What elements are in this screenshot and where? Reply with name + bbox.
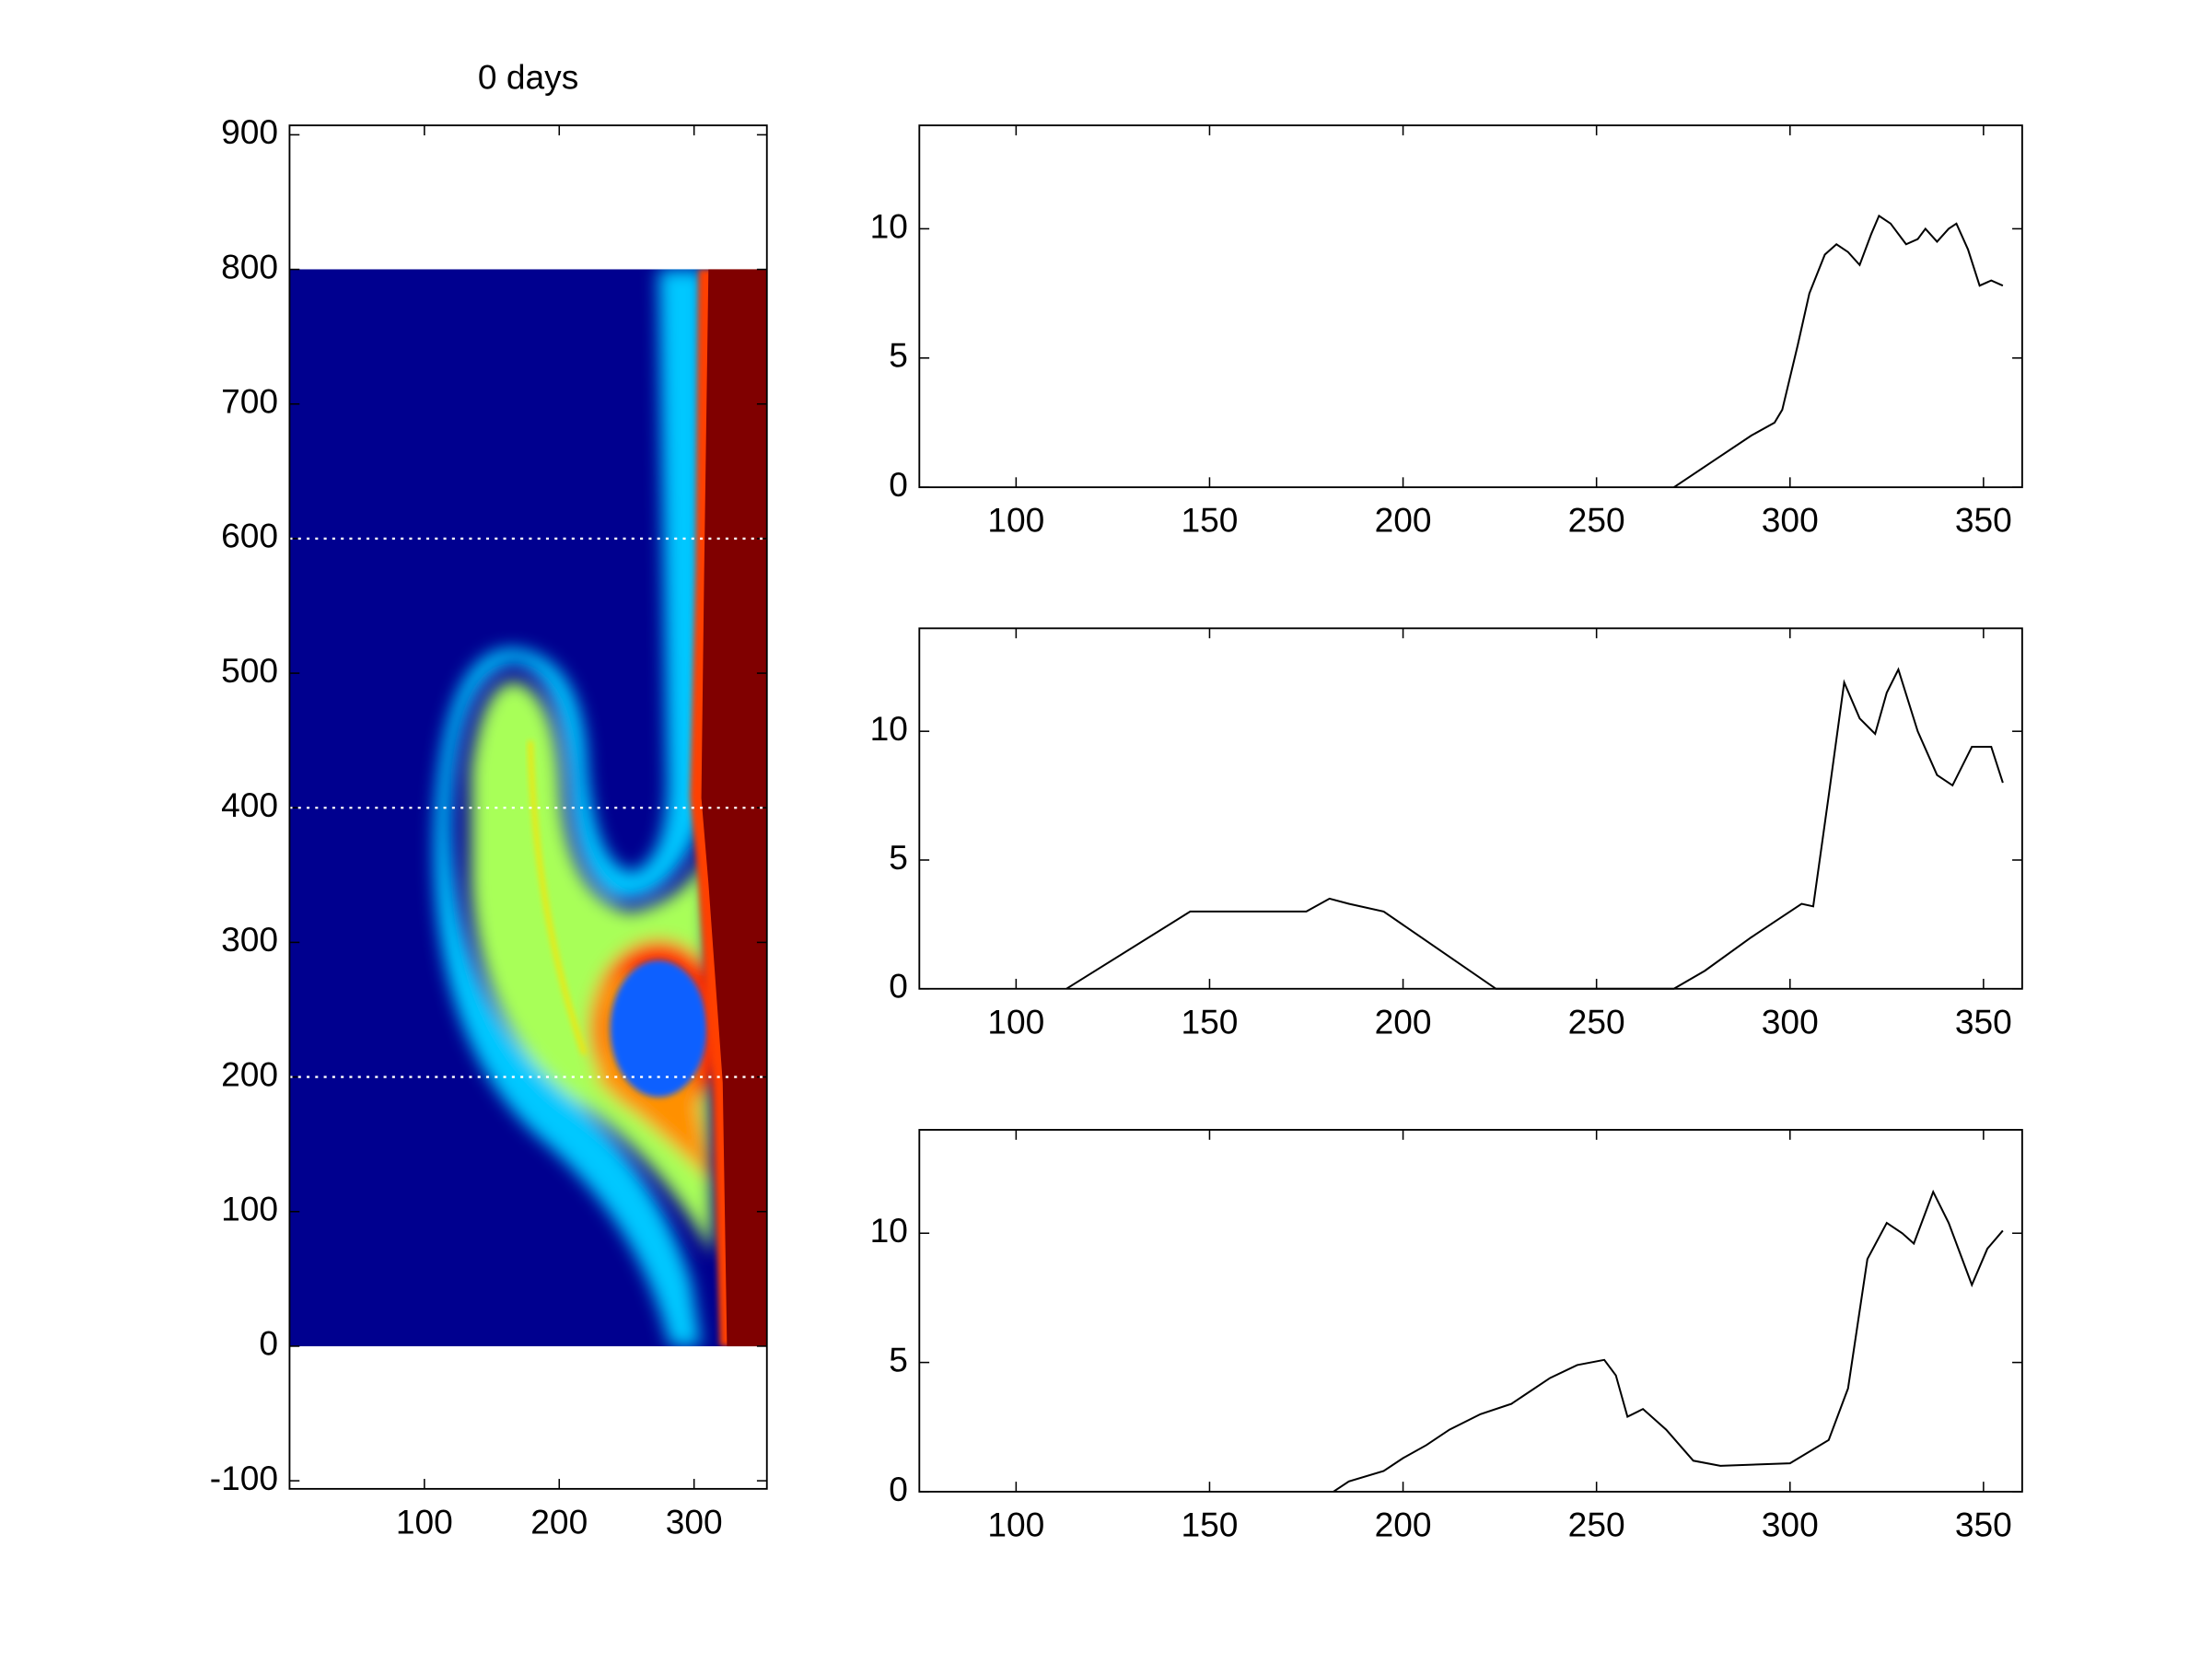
x-tick-label: 250 <box>1568 501 1625 540</box>
y-tick-label: 100 <box>221 1190 278 1228</box>
y-tick-label: 5 <box>889 1340 908 1378</box>
y-tick-label: 0 <box>889 967 908 1006</box>
x-tick-label: 100 <box>987 1505 1044 1543</box>
x-tick-label: 300 <box>666 1502 723 1541</box>
axes-frame <box>918 1129 2023 1493</box>
x-tick-label: 200 <box>1375 1002 1432 1041</box>
x-tick-label: 250 <box>1568 1505 1625 1543</box>
x-tick-label: 200 <box>530 1502 588 1541</box>
y-tick-label: 800 <box>221 247 278 285</box>
y-tick-label: -100 <box>210 1459 278 1497</box>
y-tick-label: 5 <box>889 336 908 375</box>
y-tick-label: 900 <box>221 112 278 151</box>
x-tick-label: 300 <box>1762 501 1819 540</box>
y-tick-label: 10 <box>870 1211 908 1250</box>
y-tick-label: 5 <box>889 838 908 877</box>
y-tick-label: 700 <box>221 382 278 421</box>
y-tick-label: 0 <box>889 465 908 504</box>
y-tick-label: 200 <box>221 1054 278 1093</box>
y-tick-label: 500 <box>221 651 278 690</box>
line <box>1333 1189 2004 1493</box>
y-tick-label: 10 <box>870 206 908 245</box>
axes-frame <box>918 124 2023 489</box>
y-tick-label: 600 <box>221 517 278 555</box>
x-tick-label: 150 <box>1181 501 1238 540</box>
y-tick-label: 300 <box>221 920 278 959</box>
y-tick-label: 0 <box>259 1324 278 1363</box>
x-tick-label: 250 <box>1568 1002 1625 1041</box>
x-tick-label: 150 <box>1181 1505 1238 1543</box>
x-tick-label: 350 <box>1955 1002 2012 1041</box>
plume-ridge <box>528 740 587 1055</box>
eddy <box>610 959 707 1098</box>
line <box>1065 667 2004 990</box>
x-tick-label: 350 <box>1955 1505 2012 1543</box>
x-tick-label: 200 <box>1375 1505 1432 1543</box>
x-tick-label: 350 <box>1955 501 2012 540</box>
y-tick-label: 0 <box>889 1470 908 1508</box>
x-tick-label: 200 <box>1375 501 1432 540</box>
x-tick-label: 100 <box>987 1002 1044 1041</box>
line <box>1673 214 2004 488</box>
x-tick-label: 100 <box>396 1502 453 1541</box>
x-tick-label: 100 <box>987 501 1044 540</box>
x-tick-label: 150 <box>1181 1002 1238 1041</box>
x-tick-label: 300 <box>1762 1002 1819 1041</box>
field <box>289 269 767 1347</box>
y-tick-label: 400 <box>221 785 278 824</box>
y-tick-label: 10 <box>870 709 908 748</box>
axes-frame <box>288 124 768 1490</box>
axes-frame <box>918 627 2023 990</box>
x-tick-label: 300 <box>1762 1505 1819 1543</box>
chart-title: 0 days <box>478 57 578 96</box>
